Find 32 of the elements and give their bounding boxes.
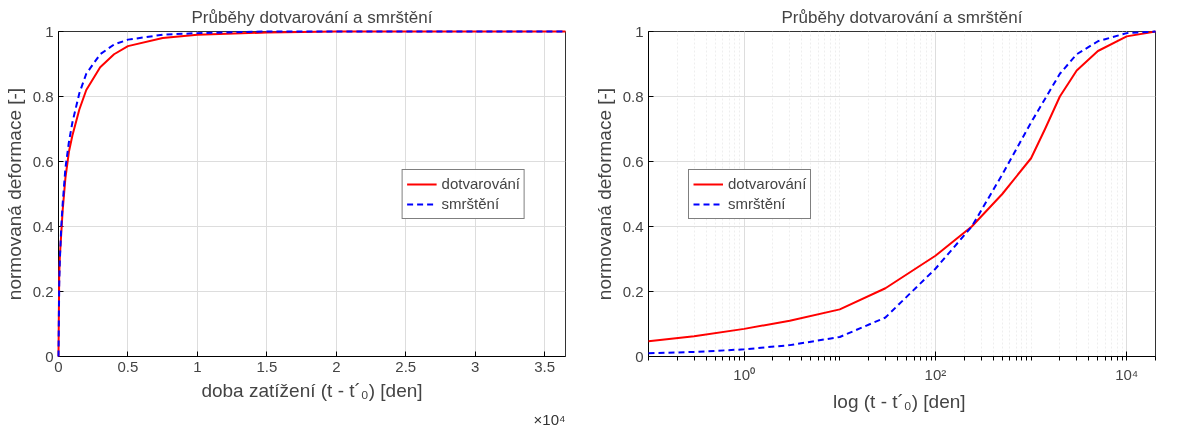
x-tick-label: 2 [332,357,341,375]
y-tick-label: 0.2 [622,282,644,300]
y-axis-title: normovaná deformace [-] [3,87,25,301]
x-axis-title: doba zatížení (t - t´₀) [den] [201,379,423,401]
chart-title: Průběhy dotvarování a smrštění [191,7,433,27]
x-tick-label: 10⁰ [733,365,755,383]
y-tick-label: 0.8 [622,87,644,105]
legend-label: dotvarování [728,175,807,192]
y-tick-label: 0.2 [32,282,54,300]
x-tick-label: 1 [193,357,202,375]
y-tick-label: 0.4 [32,217,54,235]
x-tick-label: 1.5 [256,357,278,375]
y-tick-label: 0.4 [622,217,644,235]
x-tick-label: 10⁴ [1115,365,1139,383]
chart-title: Průběhy dotvarování a smrštění [781,7,1023,27]
line-series [57,30,567,358]
y-tick-label: 1 [45,22,54,40]
x-tick-label: 3 [471,357,480,375]
y-tick-label: 1 [635,22,644,40]
legend-label: dotvarování [441,175,520,192]
legend-label: smrštění [728,195,786,212]
y-tick-label: 0.6 [622,152,644,170]
y-tick-label: 0.6 [32,152,54,170]
text: ×10⁴ [533,410,566,428]
x-axis-title: log (t - t´₀) [den] [833,390,966,412]
y-tick-label: 0.8 [32,87,54,105]
legend-label: smrštění [441,195,500,212]
x-tick-label: 10² [924,365,947,383]
y-axis-title: normovaná deformace [-] [593,87,615,301]
x-tick-label: 2.5 [395,357,417,375]
x-tick-label: 0.5 [117,357,139,375]
x-tick-label: 3.5 [534,357,556,375]
